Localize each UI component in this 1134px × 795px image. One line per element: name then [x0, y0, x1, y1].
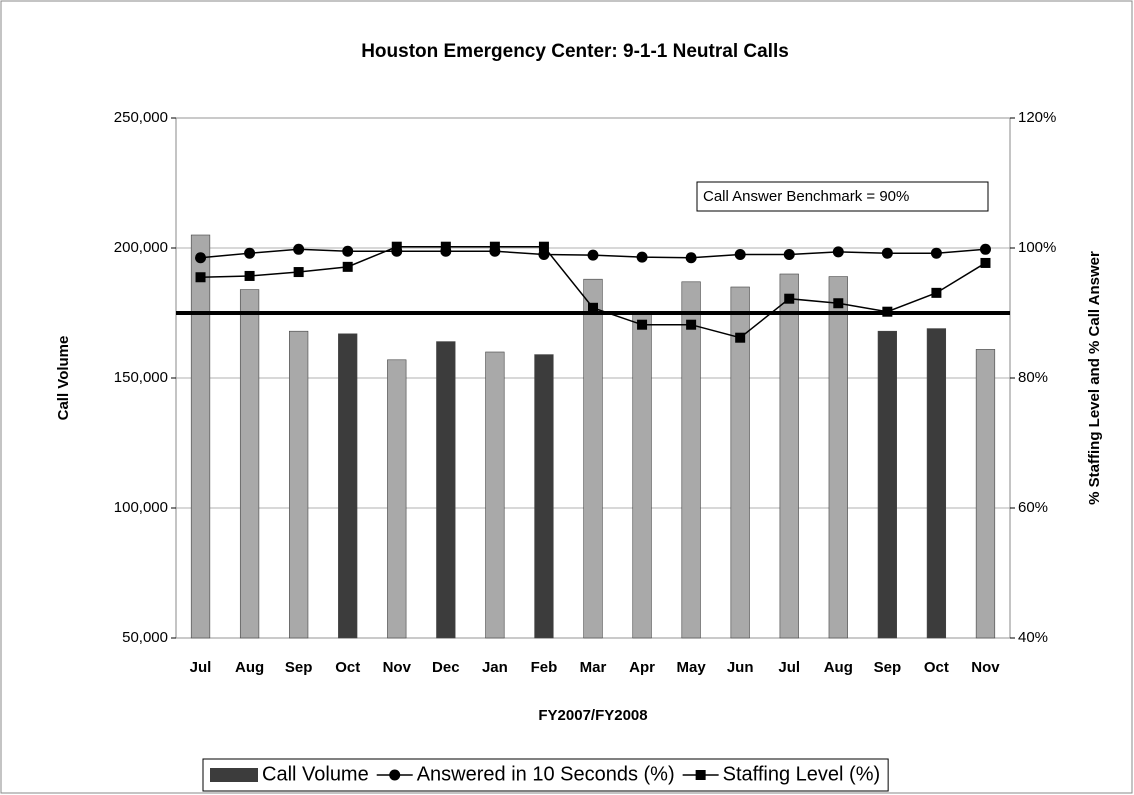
line-marker [636, 251, 648, 263]
annotation-box [696, 181, 989, 212]
line-marker [931, 287, 942, 298]
x-tick-label: Nov [383, 659, 412, 676]
x-tick-label: Mar [580, 659, 607, 676]
line-marker [391, 241, 402, 252]
bar [730, 286, 750, 639]
line-marker [538, 249, 550, 260]
x-tick-label: May [677, 659, 707, 676]
x-tick-label: Oct [924, 659, 949, 676]
legend-label: Answered in 10 Seconds (%) [417, 763, 675, 785]
x-tick-label: Jun [727, 659, 754, 676]
x-tick-label: Sep [285, 659, 313, 676]
bar [926, 328, 947, 639]
x-tick-label: Aug [824, 659, 853, 676]
line-marker [783, 249, 795, 260]
y2-tick-label: 120% [1018, 109, 1056, 126]
line-marker [979, 243, 991, 255]
y-tick-label: 50,000 [122, 629, 168, 646]
y-tick-label: 100,000 [114, 499, 168, 516]
line-marker [980, 257, 991, 268]
bar [877, 330, 897, 639]
y-axis-label: Call Volume [55, 336, 72, 421]
x-axis-label: FY2007/FY2008 [538, 707, 647, 724]
line-marker [637, 319, 648, 330]
line-marker [293, 267, 304, 278]
y2-tick-label: 60% [1018, 499, 1048, 516]
legend-marker [695, 770, 706, 780]
line-marker [244, 247, 256, 259]
x-tick-label: Oct [335, 659, 360, 676]
line-marker [538, 241, 549, 252]
bar [289, 330, 309, 639]
x-tick-label: Aug [235, 659, 264, 676]
bar [387, 359, 407, 639]
x-tick-label: Jul [190, 659, 212, 676]
bar [632, 312, 652, 639]
line-marker [685, 252, 697, 264]
legend-label: Staffing Level (%) [723, 763, 881, 785]
legend-marker [389, 769, 401, 781]
x-tick-label: Dec [432, 659, 460, 676]
annotation: Call Answer Benchmark = 90% [703, 188, 909, 205]
y2-tick-label: 80% [1018, 369, 1048, 386]
line-marker [881, 247, 893, 259]
bar [436, 341, 456, 639]
x-tick-label: Nov [971, 659, 1000, 676]
line-marker [734, 249, 746, 260]
x-tick-label: Jul [778, 659, 800, 676]
line-marker [489, 241, 500, 252]
bar [190, 234, 211, 639]
line-marker [735, 332, 746, 343]
line-marker [833, 298, 844, 309]
bar [338, 333, 358, 639]
bar [828, 276, 848, 639]
bar [534, 354, 554, 639]
line-marker [440, 241, 451, 252]
legend-label: Call Volume [262, 763, 369, 785]
line-marker [587, 249, 599, 261]
line-marker [195, 252, 207, 264]
x-tick-label: Sep [874, 659, 902, 676]
y2-tick-label: 100% [1018, 239, 1056, 256]
line-marker [588, 302, 598, 313]
bar [583, 278, 603, 639]
legend-swatch [210, 768, 258, 782]
x-tick-label: Jan [482, 659, 508, 676]
y2-tick-label: 40% [1018, 629, 1048, 646]
x-tick-label: Feb [531, 659, 558, 676]
bar [485, 351, 505, 639]
y2-axis-label: % Staffing Level and % Call Answer [1086, 251, 1103, 505]
line-marker [882, 306, 893, 317]
bar [779, 273, 799, 639]
line-marker [244, 270, 255, 281]
y-tick-label: 150,000 [114, 369, 168, 386]
line-marker [832, 246, 844, 258]
bar [681, 281, 701, 639]
line-marker [686, 319, 697, 330]
bar [239, 289, 260, 639]
x-tick-label: Apr [629, 659, 655, 676]
line-marker [293, 243, 305, 255]
bar [975, 349, 996, 639]
chart-title: Houston Emergency Center: 9-1-1 Neutral … [361, 41, 789, 62]
line-marker [930, 247, 942, 259]
y-tick-label: 250,000 [114, 109, 168, 126]
line-marker [342, 245, 354, 257]
y-tick-label: 200,000 [114, 239, 168, 256]
legend-box [202, 758, 889, 792]
line-marker [784, 293, 795, 304]
line-marker [342, 261, 353, 272]
line-marker [195, 272, 206, 283]
